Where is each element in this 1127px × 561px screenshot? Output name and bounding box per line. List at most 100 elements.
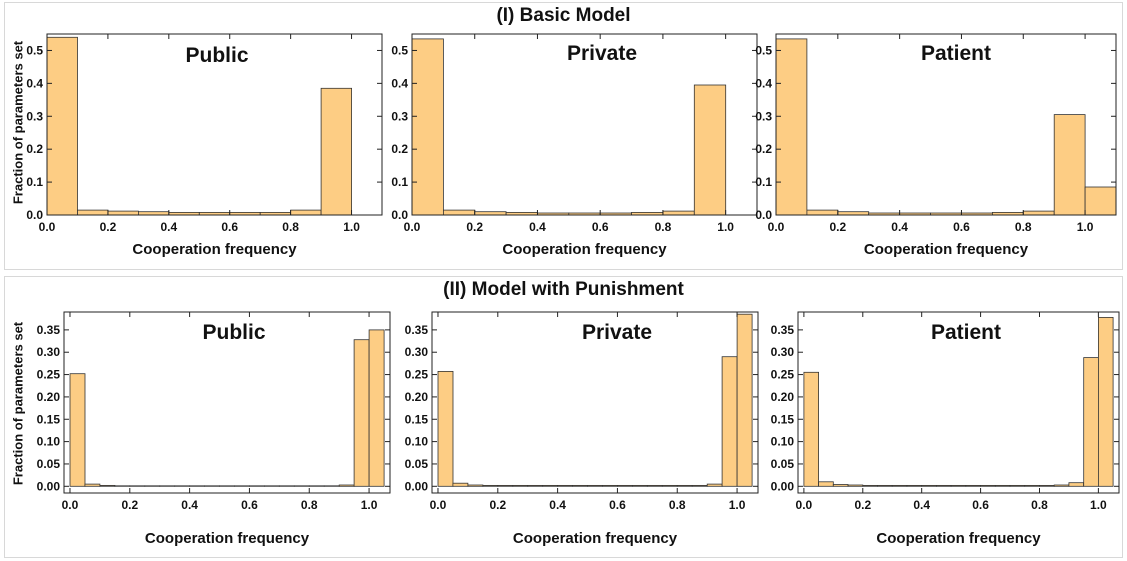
y-tick-label: 0.05 <box>771 457 795 471</box>
histogram-bar <box>144 485 161 487</box>
histogram-bar <box>847 484 864 487</box>
x-tick-label: 0.2 <box>100 220 117 234</box>
panel-title: (I) Basic Model <box>496 5 631 26</box>
x-tick-label: 0.6 <box>241 498 258 512</box>
plot-frame <box>431 311 759 494</box>
x-tick-label: 0.6 <box>972 498 989 512</box>
x-tick-label: 0.4 <box>549 498 566 512</box>
y-tick-label: 0.5 <box>391 43 408 57</box>
histogram-bar <box>602 484 618 487</box>
histogram-bar <box>980 484 996 487</box>
histogram-bar <box>572 484 588 487</box>
y-tick-label: 0.05 <box>37 457 61 471</box>
y-tick-label: 0.20 <box>771 390 795 404</box>
histogram-bar <box>662 210 695 216</box>
histogram-bar <box>632 484 648 487</box>
x-axis-label: Cooperation frequency <box>876 530 1041 547</box>
y-tick-label: 0.1 <box>26 175 43 189</box>
y-tick-label: 0.00 <box>405 479 429 493</box>
plot-frame <box>797 311 1120 494</box>
plot-frame <box>775 33 1117 216</box>
chart-title: Private <box>582 321 652 344</box>
y-tick-label: 0.3 <box>755 109 772 123</box>
y-tick-label: 0.35 <box>771 323 795 337</box>
x-tick-label: 0.6 <box>221 220 238 234</box>
histogram-bar <box>862 484 878 487</box>
x-tick-label: 1.0 <box>1090 498 1107 512</box>
chart-title: Public <box>202 321 265 344</box>
y-tick-label: 0.10 <box>405 435 429 449</box>
x-tick-label: 0.8 <box>1015 220 1032 234</box>
histogram-bar <box>129 485 146 487</box>
y-tick-label: 0.15 <box>37 412 61 426</box>
x-tick-label: 0.4 <box>160 220 177 234</box>
histogram-bar <box>721 356 738 487</box>
y-tick-label: 0.1 <box>755 175 772 189</box>
histogram-bar <box>936 484 952 487</box>
histogram-bar <box>891 484 908 487</box>
histogram-bar <box>452 482 469 487</box>
histogram-bar <box>1024 484 1040 487</box>
y-tick-label: 0.30 <box>771 345 795 359</box>
y-tick-label: 0.30 <box>37 345 61 359</box>
x-tick-label: 0.0 <box>430 498 447 512</box>
histogram-bar <box>84 483 101 487</box>
plot-frame <box>411 33 758 216</box>
histogram-bar <box>1022 210 1055 216</box>
histogram-bar <box>676 484 693 487</box>
histogram-bar <box>1009 484 1026 487</box>
histogram-bar <box>661 484 678 487</box>
histogram-bar <box>320 87 353 216</box>
histogram-bar <box>512 484 529 487</box>
y-tick-label: 0.3 <box>26 109 43 123</box>
x-tick-label: 0.8 <box>669 498 686 512</box>
histogram-bar <box>1053 114 1086 216</box>
panel-title: (II) Model with Punishment <box>443 279 684 300</box>
y-tick-label: 0.0 <box>391 208 408 222</box>
histogram-bar <box>234 485 250 487</box>
chart-title: Patient <box>921 42 991 65</box>
x-tick-label: 0.2 <box>466 220 483 234</box>
histogram-bar <box>497 484 514 487</box>
x-tick-label: 0.0 <box>768 220 785 234</box>
histogram-bar <box>99 484 116 487</box>
histogram-bar <box>293 485 310 487</box>
histogram-bar <box>467 484 484 487</box>
histogram-bar <box>159 485 176 487</box>
x-axis-label: Cooperation frequency <box>145 530 310 547</box>
x-axis-label: Cooperation frequency <box>502 241 667 258</box>
x-tick-label: 0.6 <box>953 220 970 234</box>
histogram-bar <box>557 484 573 487</box>
x-tick-label: 0.0 <box>404 220 421 234</box>
y-tick-label: 0.10 <box>771 435 795 449</box>
y-tick-label: 0.2 <box>755 142 772 156</box>
x-axis-label: Cooperation frequency <box>132 241 297 258</box>
x-tick-label: 0.2 <box>121 498 138 512</box>
histogram-bar <box>353 339 370 487</box>
y-tick-label: 0.2 <box>391 142 408 156</box>
y-tick-label: 0.20 <box>37 390 61 404</box>
y-tick-label: 0.35 <box>405 323 429 337</box>
histogram-bar <box>1084 186 1117 216</box>
histogram-bar <box>338 484 355 487</box>
histogram-bar <box>1039 484 1055 487</box>
histogram-bar <box>527 484 544 487</box>
x-tick-label: 0.8 <box>301 498 318 512</box>
histogram-bar <box>204 485 221 487</box>
histogram-bar <box>114 485 131 487</box>
histogram-bar <box>1083 357 1099 487</box>
y-tick-label: 0.0 <box>755 208 772 222</box>
x-axis-label: Cooperation frequency <box>513 530 678 547</box>
y-tick-label: 0.15 <box>771 412 795 426</box>
histogram-bar <box>542 484 559 487</box>
panel-model-with-punishment: (II) Model with Punishment <box>4 276 1123 558</box>
x-tick-label: 0.4 <box>181 498 198 512</box>
y-tick-label: 0.15 <box>405 412 429 426</box>
histogram-bar <box>775 38 808 216</box>
x-tick-label: 0.2 <box>489 498 506 512</box>
x-tick-label: 0.6 <box>609 498 626 512</box>
x-tick-label: 0.0 <box>62 498 79 512</box>
histogram-bar <box>877 484 893 487</box>
histogram-bar <box>1068 482 1085 487</box>
